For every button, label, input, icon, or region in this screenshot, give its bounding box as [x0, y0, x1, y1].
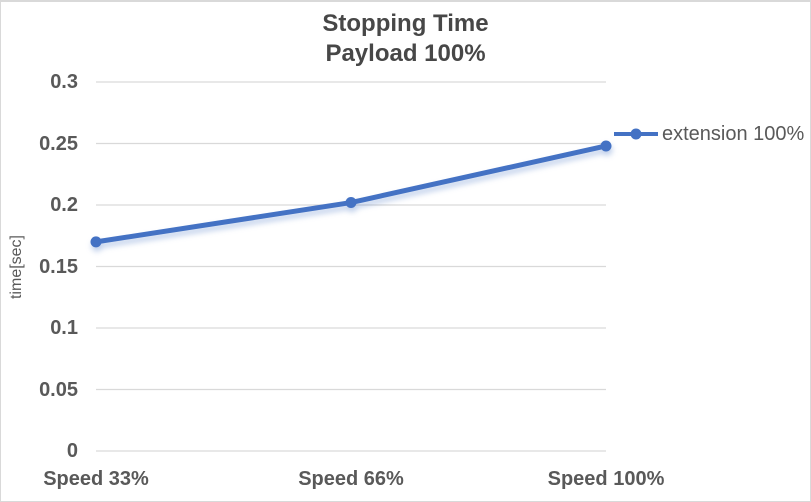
y-tick-label: 0: [66, 440, 78, 462]
y-tick-label: 0.1: [50, 317, 78, 339]
y-tick-label: 0.05: [39, 378, 78, 401]
data-series: [90, 140, 612, 248]
legend: extension 100%: [613, 121, 804, 147]
y-tick-label: 0.2: [50, 194, 78, 216]
chart-title: Stopping Time Payload 100%: [1, 9, 810, 69]
chart-title-line-1: Stopping Time: [322, 10, 489, 37]
y-tick-label: 0.25: [39, 132, 78, 155]
series-line: [93, 143, 609, 245]
y-tick-label: 0.15: [39, 255, 78, 278]
data-point-marker: [345, 197, 357, 209]
x-tick-label: Speed 100%: [547, 468, 665, 490]
chart-title-line-2: Payload 100%: [325, 40, 486, 67]
y-tick-label: 0.3: [50, 71, 78, 93]
legend-label: extension 100%: [662, 122, 805, 145]
x-tick-label: Speed 33%: [43, 468, 149, 490]
data-point-marker: [90, 236, 102, 248]
data-point-marker: [600, 140, 612, 152]
legend-line-marker-icon: [614, 128, 658, 140]
x-tick-label: Speed 66%: [298, 468, 404, 490]
